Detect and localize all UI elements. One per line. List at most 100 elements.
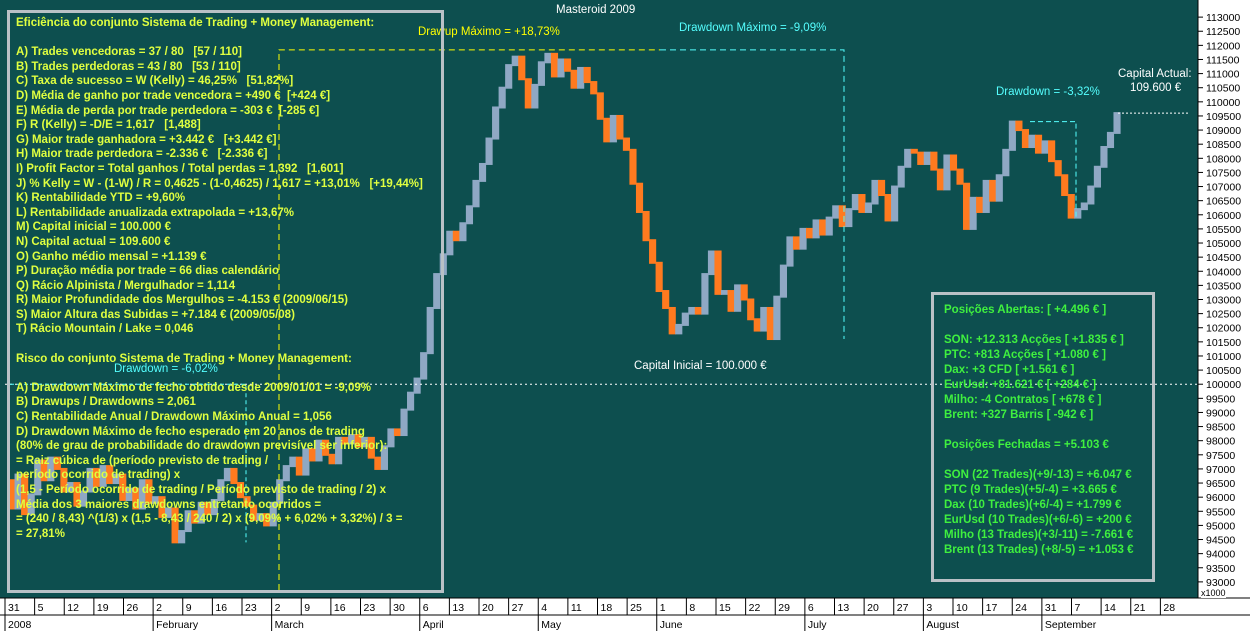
drawdown-early-label: Drawdown = -6,02% bbox=[114, 363, 218, 375]
equity-step bbox=[727, 290, 735, 312]
x-month-label: February bbox=[156, 619, 199, 631]
equity-step bbox=[21, 473, 29, 516]
y-tick-label: 112500 bbox=[1206, 26, 1240, 38]
equity-step bbox=[858, 194, 866, 213]
equity-step bbox=[204, 501, 212, 516]
equity-step bbox=[989, 179, 997, 202]
y-tick-label: 111000 bbox=[1206, 69, 1240, 81]
equity-step bbox=[923, 151, 931, 165]
equity-step bbox=[799, 227, 807, 250]
equity-step bbox=[910, 148, 918, 154]
left_panel-line: D) Média de ganho por trade vencedora = … bbox=[16, 89, 331, 102]
left_panel-line: G) Maior trade ganhadora = +3.442 € [+3.… bbox=[16, 133, 277, 146]
equity-step bbox=[223, 467, 231, 482]
equity-step bbox=[184, 510, 192, 533]
y-tick-label: 111500 bbox=[1206, 54, 1240, 66]
x-day-label: 28 bbox=[1163, 602, 1175, 614]
equity-step bbox=[511, 55, 519, 67]
equity-step bbox=[125, 487, 133, 501]
right_panel-line: Dax (10 Trades)(+6/-4) = +1.799 € bbox=[944, 499, 1122, 511]
x-day-label: 20 bbox=[482, 602, 494, 614]
y-tick-label: 108500 bbox=[1206, 139, 1241, 151]
equity-step bbox=[40, 459, 48, 482]
equity-step bbox=[93, 467, 101, 487]
drawdown-max-label: Drawdown Máximo = -9,09% bbox=[679, 22, 827, 34]
left_panel-line: E) Média de perda por trade perdedora = … bbox=[16, 104, 320, 117]
x-month-label: June bbox=[660, 619, 683, 631]
equity-step bbox=[66, 482, 75, 493]
y-tick-label: 100000 bbox=[1206, 379, 1241, 391]
equity-step bbox=[524, 78, 532, 109]
x-month-label: August bbox=[926, 619, 959, 631]
equity-step bbox=[897, 165, 905, 188]
right_panel-line: Milho (13 Trades)(+3/-11) = -7.661 € bbox=[944, 529, 1134, 541]
left_panel-line: I) Profit Factor = Total ganhos / Total … bbox=[16, 162, 344, 175]
y-tick-label: 101000 bbox=[1206, 351, 1241, 363]
equity-step bbox=[949, 154, 958, 171]
left_panel-line: = 27,81% bbox=[16, 527, 65, 540]
equity-step bbox=[649, 239, 657, 264]
equity-step bbox=[773, 295, 781, 341]
y-tick-label: 96000 bbox=[1206, 492, 1235, 504]
equity-step bbox=[1048, 140, 1056, 163]
equity-step bbox=[459, 222, 467, 242]
equity-step bbox=[73, 482, 81, 507]
y-tick-label: 103000 bbox=[1206, 295, 1241, 307]
drawup-drawdown-lines bbox=[10, 49, 1188, 590]
x-day-label: 24 bbox=[1015, 602, 1027, 614]
equity-step bbox=[145, 479, 153, 504]
y-tick-label: 98000 bbox=[1206, 436, 1235, 448]
equity-step bbox=[191, 510, 199, 524]
left_panel-line: Média dos 3 maiores drawdowns entretanto… bbox=[16, 498, 322, 511]
x-day-label: 10 bbox=[956, 602, 968, 614]
y-tick-label: 102500 bbox=[1206, 309, 1241, 321]
equity-step bbox=[465, 205, 474, 225]
left_panel-line: L) Rentabilidade anualizada extrapolada … bbox=[16, 206, 295, 219]
left_panel-line: B) Drawups / Drawdowns = 2,061 bbox=[16, 396, 196, 409]
equity-step bbox=[354, 434, 362, 448]
equity-step bbox=[995, 174, 1003, 202]
left_panel-line: B) Trades perdedoras = 43 / 80 [53 / 110… bbox=[16, 60, 241, 73]
equity-step bbox=[629, 148, 637, 185]
left_panel-line: (1,5 - Período ocorrido de trading / Per… bbox=[16, 484, 386, 496]
x-day-label: 12 bbox=[67, 602, 79, 614]
x-day-label: 18 bbox=[601, 602, 613, 614]
equity-step bbox=[400, 408, 408, 437]
equity-step bbox=[256, 513, 264, 521]
equity-step bbox=[956, 168, 964, 185]
equity-step bbox=[779, 264, 787, 298]
left_panel-line: Risco do conjunto Sistema de Trading + M… bbox=[16, 352, 352, 365]
equity-step bbox=[485, 137, 493, 165]
left_panel-line: J) % Kelly = W - (1-W) / R = 0,4625 - (1… bbox=[16, 177, 423, 190]
equity-step bbox=[1100, 146, 1108, 168]
y-tick-label: 93000 bbox=[1206, 577, 1235, 589]
y-tick-label: 107000 bbox=[1206, 182, 1241, 194]
right_panel-line bbox=[944, 423, 1142, 438]
equity-step bbox=[590, 81, 598, 95]
equity-step bbox=[269, 501, 277, 527]
equity-step bbox=[688, 306, 696, 315]
equity-step bbox=[210, 498, 218, 516]
equity-step bbox=[871, 179, 879, 205]
equity-step bbox=[596, 92, 604, 120]
equity-step bbox=[374, 456, 382, 470]
equity-step bbox=[845, 208, 853, 228]
equity-step bbox=[276, 479, 284, 504]
equity-step bbox=[963, 182, 971, 230]
equity-step bbox=[577, 66, 585, 89]
equity-step bbox=[361, 436, 369, 448]
equity-steps bbox=[8, 52, 1121, 544]
equity-step bbox=[1067, 194, 1075, 219]
equity-step bbox=[518, 55, 526, 81]
capital-actual-label: Capital Actual: bbox=[1118, 68, 1192, 80]
equity-step bbox=[1080, 202, 1088, 211]
equity-step bbox=[819, 219, 827, 236]
equity-step bbox=[720, 290, 729, 295]
x-month-label: July bbox=[808, 619, 827, 631]
equity-step bbox=[282, 465, 290, 482]
left_panel-line bbox=[16, 337, 435, 352]
equity-step bbox=[60, 467, 68, 493]
equity-step bbox=[603, 117, 611, 143]
y-tick-label: 105500 bbox=[1206, 224, 1241, 236]
left_panel-line: M) Capital inicial = 100.000 € bbox=[16, 221, 172, 234]
